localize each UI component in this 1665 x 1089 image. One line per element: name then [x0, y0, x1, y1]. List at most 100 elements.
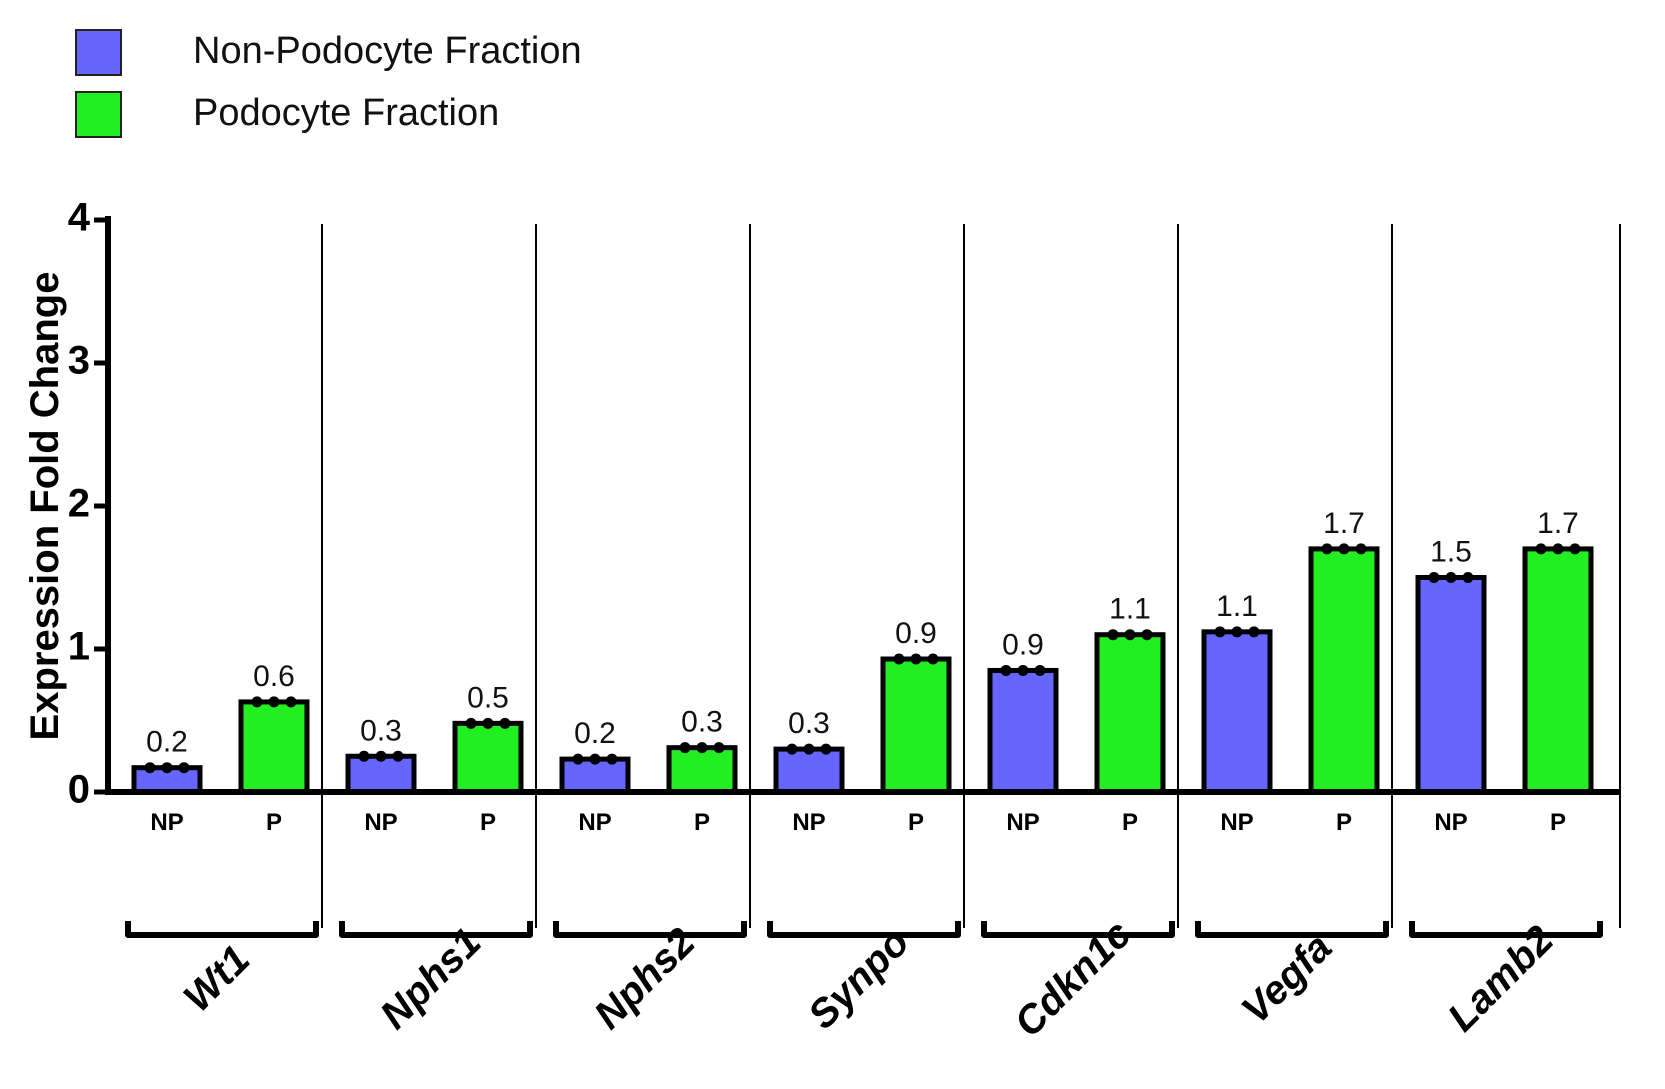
category-label-lamb2-np: NP: [1434, 809, 1467, 836]
data-point-lamb2-np: [1462, 572, 1474, 583]
gene-brackets: Wt1 Nphs1 Nphs2 Synpo Cdkn1c Vegfa Lamb2: [125, 912, 1603, 1045]
value-label-synpo-np: 0.3: [788, 707, 830, 740]
value-label-vegfa-p: 1.7: [1323, 507, 1365, 540]
legend: Non-Podocyte Fraction Podocyte Fraction: [75, 29, 582, 138]
category-label-nphs2-p: P: [694, 809, 710, 836]
data-point-cdkn1c-p: [1141, 629, 1153, 641]
bar-lamb2-np: [1415, 575, 1487, 795]
category-label-nphs1-p: P: [480, 809, 496, 836]
data-point-nphs2-p: [696, 742, 708, 754]
data-point-nphs1-np: [392, 750, 404, 762]
value-label-lamb2-np: 1.5: [1430, 536, 1472, 569]
data-point-nphs1-np: [358, 750, 370, 762]
data-point-vegfa-p: [1338, 543, 1350, 555]
data-point-cdkn1c-np: [1000, 664, 1012, 676]
category-label-vegfa-p: P: [1336, 809, 1352, 836]
category-label-nphs2-np: NP: [578, 809, 611, 836]
data-point-vegfa-p: [1355, 543, 1367, 555]
y-tick-label: 4: [68, 196, 91, 240]
y-tick-label: 2: [68, 482, 90, 526]
value-label-nphs2-np: 0.2: [574, 717, 616, 750]
legend-label-podocyte: Podocyte Fraction: [193, 92, 499, 134]
data-point-nphs2-p: [679, 742, 691, 754]
data-point-wt1-p: [251, 696, 263, 708]
category-label-cdkn1c-p: P: [1122, 809, 1138, 836]
group-dividers: [321, 224, 1621, 928]
bracket-lamb2: [1409, 921, 1603, 938]
category-label-cdkn1c-np: NP: [1006, 809, 1039, 836]
data-point-nphs2-np: [572, 753, 584, 765]
data-point-vegfa-p: [1321, 543, 1333, 555]
bar-cdkn1c-p: [1094, 632, 1166, 795]
bar-synpo-p: [880, 656, 952, 795]
bar-wt1-p: [238, 699, 310, 795]
data-point-synpo-p: [893, 653, 905, 665]
data-point-lamb2-p: [1552, 543, 1564, 555]
data-point-vegfa-np: [1248, 626, 1260, 638]
data-point-synpo-np: [803, 743, 815, 755]
data-point-lamb2-p: [1569, 543, 1581, 555]
y-tick-label: 0: [68, 768, 90, 812]
data-point-wt1-p: [285, 696, 297, 708]
data-point-synpo-np: [820, 743, 832, 755]
data-point-nphs2-np: [606, 753, 618, 765]
category-label-synpo-np: NP: [792, 809, 825, 836]
data-point-nphs1-p: [499, 717, 511, 729]
value-label-nphs1-p: 0.5: [467, 681, 509, 714]
y-axis-label: Expression Fold Change: [23, 272, 67, 741]
value-label-cdkn1c-np: 0.9: [1002, 628, 1044, 661]
category-label-vegfa-np: NP: [1220, 809, 1253, 836]
gene-label-wt1: Wt1: [175, 937, 258, 1020]
value-label-wt1-p: 0.6: [253, 660, 295, 693]
bracket-vegfa: [1195, 921, 1389, 938]
legend-swatch-non-podocyte: [75, 29, 122, 76]
value-label-nphs2-p: 0.3: [681, 706, 723, 739]
data-point-synpo-p: [927, 653, 939, 665]
bar-vegfa-np: [1201, 629, 1273, 795]
data-point-nphs2-p: [713, 742, 725, 754]
data-point-wt1-p: [268, 696, 280, 708]
data-point-synpo-np: [786, 743, 798, 755]
gene-label-vegfa: Vegfa: [1233, 925, 1340, 1032]
value-label-cdkn1c-p: 1.1: [1109, 593, 1151, 626]
y-tick-label: 1: [68, 625, 90, 669]
bracket-wt1: [125, 921, 319, 938]
data-point-lamb2-np: [1445, 572, 1457, 583]
category-label-wt1-p: P: [266, 809, 282, 836]
data-point-lamb2-np: [1428, 572, 1440, 583]
value-label-nphs1-np: 0.3: [360, 714, 402, 747]
value-label-wt1-np: 0.2: [146, 726, 188, 759]
value-label-vegfa-np: 1.1: [1216, 590, 1258, 623]
bar-nphs1-p: [452, 720, 524, 795]
bars: 0.2 0.6 0.3 0.5 0.2 0.3 0.3 0.9 0.9 1.1 1.1 1.7 1.5 1…: [131, 507, 1594, 795]
data-point-nphs1-p: [482, 717, 494, 729]
value-label-synpo-p: 0.9: [895, 617, 937, 650]
data-point-nphs2-np: [589, 753, 601, 765]
bar-nphs2-p: [666, 745, 738, 795]
data-point-vegfa-np: [1231, 626, 1243, 638]
bar-vegfa-p: [1308, 546, 1380, 795]
bar-lamb2-p: [1522, 546, 1594, 795]
data-point-cdkn1c-p: [1107, 629, 1119, 641]
data-point-vegfa-np: [1214, 626, 1226, 638]
data-point-synpo-p: [910, 653, 922, 665]
x-axis: NP P NP P NP P NP P NP P NP P NP P: [105, 789, 1620, 836]
bracket-nphs2: [553, 921, 747, 938]
bracket-cdkn1c: [981, 921, 1175, 938]
bar-cdkn1c-np: [987, 667, 1059, 795]
data-point-nphs1-p: [465, 717, 477, 729]
data-point-lamb2-p: [1535, 543, 1547, 555]
bracket-nphs1: [339, 921, 533, 938]
data-point-nphs1-np: [375, 750, 387, 762]
data-point-cdkn1c-np: [1017, 664, 1029, 676]
category-label-wt1-np: NP: [150, 809, 183, 836]
legend-label-non-podocyte: Non-Podocyte Fraction: [193, 30, 582, 72]
category-label-synpo-p: P: [908, 809, 924, 836]
data-point-cdkn1c-np: [1034, 664, 1046, 676]
category-label-nphs1-np: NP: [364, 809, 397, 836]
y-tick-label: 3: [68, 339, 90, 383]
legend-swatch-podocyte: [75, 91, 122, 138]
data-point-wt1-np: [178, 762, 190, 774]
